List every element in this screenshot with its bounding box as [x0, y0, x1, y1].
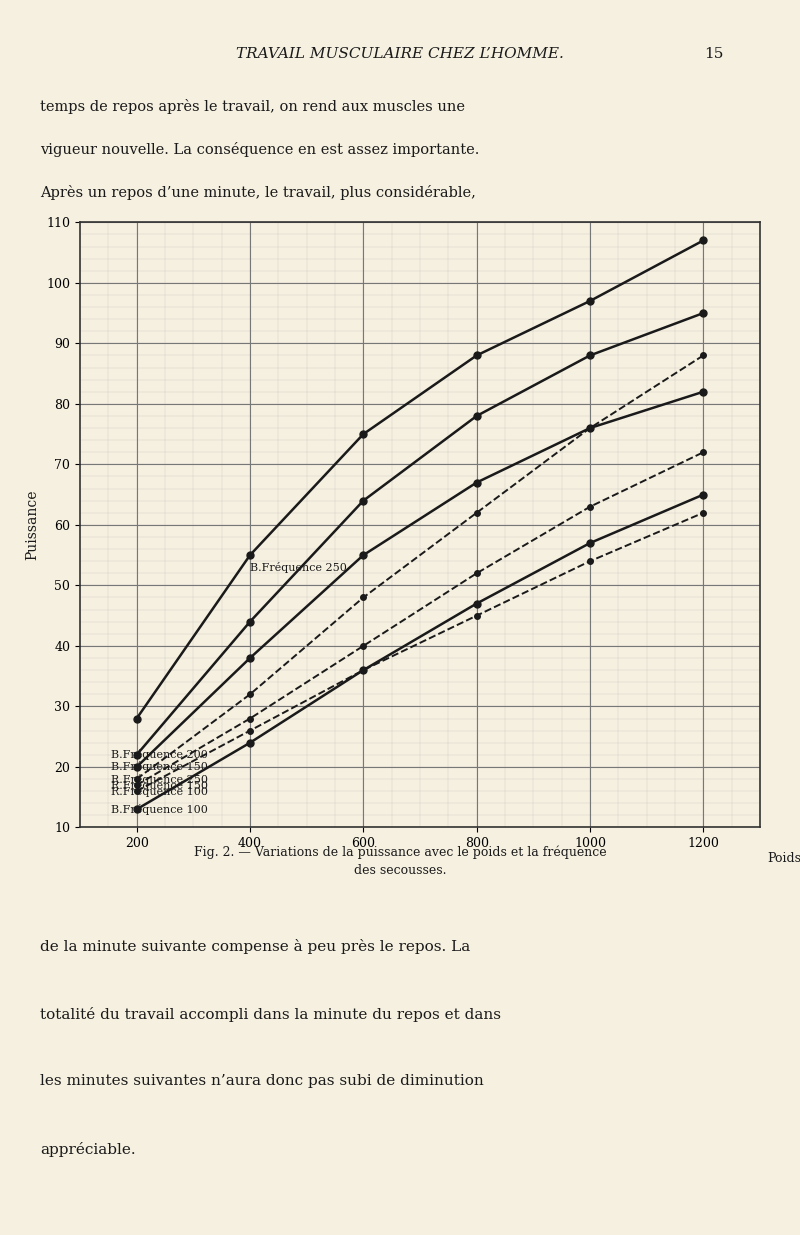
Text: Poids: Poids	[766, 852, 800, 864]
Text: Fig. 2. — Variations de la puissance avec le poids et la fréquence
des secousses: Fig. 2. — Variations de la puissance ave…	[194, 846, 606, 878]
Text: appréciable.: appréciable.	[40, 1142, 136, 1157]
Text: B.Fréquence 250: B.Fréquence 250	[250, 562, 347, 573]
Text: B.Fréquence 150: B.Fréquence 150	[111, 762, 208, 772]
Text: vigueur nouvelle. La conséquence en est assez importante.: vigueur nouvelle. La conséquence en est …	[40, 142, 479, 157]
Text: 15: 15	[704, 47, 723, 61]
Text: TRAVAIL MUSCULAIRE CHEZ L’HOMME.: TRAVAIL MUSCULAIRE CHEZ L’HOMME.	[236, 47, 564, 61]
Text: de la minute suivante compense à peu près le repos. La: de la minute suivante compense à peu prè…	[40, 939, 470, 953]
Text: B.Fréquence 200: B.Fréquence 200	[111, 750, 208, 761]
Text: totalité du travail accompli dans la minute du repos et dans: totalité du travail accompli dans la min…	[40, 1007, 501, 1021]
Text: les minutes suivantes n’aura donc pas subi de diminution: les minutes suivantes n’aura donc pas su…	[40, 1074, 484, 1088]
Text: temps de repos après le travail, on rend aux muscles une: temps de repos après le travail, on rend…	[40, 99, 465, 114]
Text: Puissance: Puissance	[26, 489, 39, 561]
Text: B.Fréquence 100: B.Fréquence 100	[111, 804, 208, 815]
Text: R.Fréquence 150: R.Fréquence 150	[111, 779, 208, 790]
Text: Après un repos d’une minute, le travail, plus considérable,: Après un repos d’une minute, le travail,…	[40, 185, 476, 200]
Text: R.Fréquence 100: R.Fréquence 100	[111, 785, 208, 797]
Text: R.Fréquence 250: R.Fréquence 250	[111, 773, 208, 784]
